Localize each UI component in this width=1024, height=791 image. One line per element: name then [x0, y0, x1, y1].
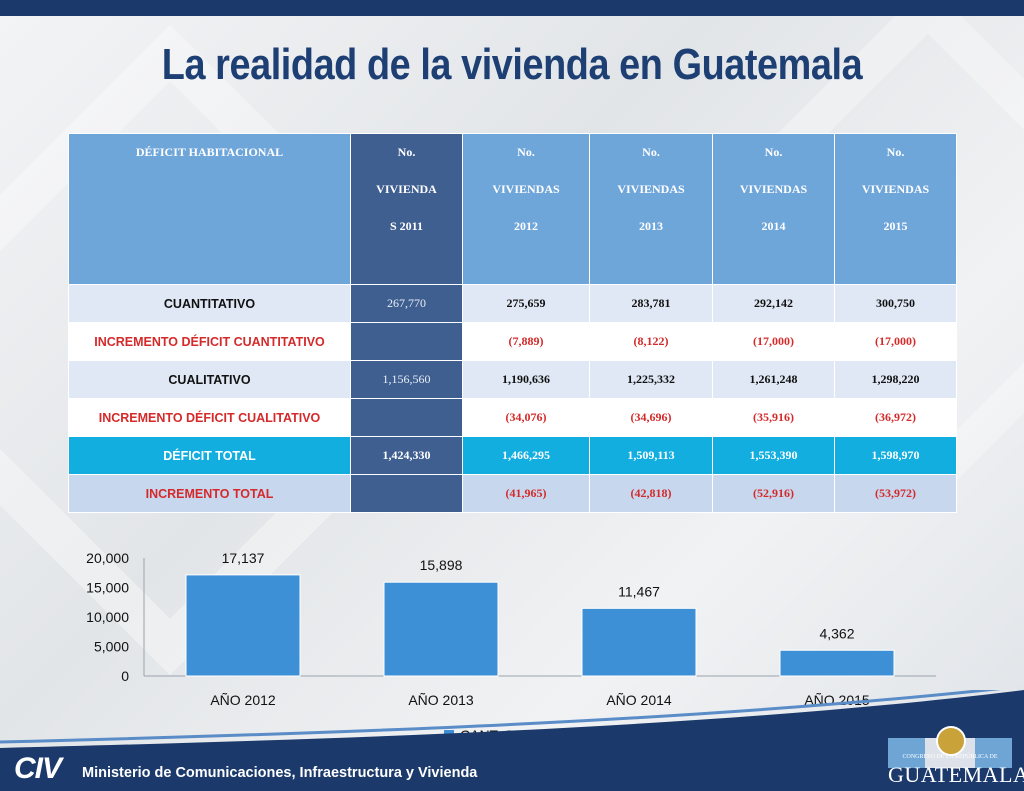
table-cell: (7,889): [462, 322, 590, 361]
header-line: S 2011: [389, 219, 423, 233]
top-bar: [0, 0, 1024, 16]
header-line: No.: [517, 145, 535, 159]
table-header-cell: DÉFICIT HABITACIONAL: [68, 133, 351, 285]
footer-bar: [0, 748, 1024, 791]
table-row: DÉFICIT TOTAL 1,424,330 1,466,295 1,509,113…: [68, 436, 957, 475]
table-row: INCREMENTO DÉFICIT CUANTITATIVO (7,889) (8…: [68, 322, 957, 361]
table-cell: [350, 322, 463, 361]
x-tick-label: AÑO 2012: [210, 692, 276, 708]
table-cell: (41,965): [462, 474, 590, 513]
table-header-cell: No. VIVIENDA S 2011: [350, 133, 463, 285]
bar: [383, 581, 499, 677]
table-cell: (35,916): [712, 398, 835, 437]
table-cell: 1,553,390: [712, 436, 835, 475]
row-label: DÉFICIT TOTAL: [68, 436, 351, 475]
header-line: 2012: [514, 219, 538, 233]
y-tick-label: 20,000: [86, 550, 129, 566]
table-cell: 300,750: [834, 284, 957, 323]
table-cell: (52,916): [712, 474, 835, 513]
table-cell: (53,972): [834, 474, 957, 513]
table-cell: (42,818): [589, 474, 713, 513]
table-cell: 1,509,113: [589, 436, 713, 475]
table-cell: 1,298,220: [834, 360, 957, 399]
table-cell: [350, 474, 463, 513]
table-cell: 267,770: [350, 284, 463, 323]
coat-of-arms-icon: [936, 726, 966, 756]
table-header-cell: No. VIVIENDAS 2014: [712, 133, 835, 285]
bar-data-label: 15,898: [420, 557, 463, 573]
x-tick-label: AÑO 2014: [606, 692, 672, 708]
table-cell: 1,424,330: [350, 436, 463, 475]
table-cell: 1,156,560: [350, 360, 463, 399]
y-tick-label: 5,000: [94, 639, 129, 655]
table-row: CUANTITATIVO 267,770 275,659 283,781 292,142…: [68, 284, 957, 323]
table-cell: (17,000): [834, 322, 957, 361]
y-tick-label: 15,000: [86, 580, 129, 596]
header-line: DÉFICIT HABITACIONAL: [135, 145, 284, 159]
table-row: INCREMENTO TOTAL (41,965) (42,818) (52,916)…: [68, 474, 957, 513]
header-line: VIVIENDAS: [739, 182, 808, 196]
page-title: La realidad de la vivienda en Guatemala: [161, 40, 863, 89]
header-line: VIVIENDA: [376, 182, 437, 196]
header-line: No.: [764, 145, 783, 159]
row-label: INCREMENTO DÉFICIT CUALITATIVO: [68, 398, 351, 437]
header-line: 2015: [883, 219, 908, 233]
bar: [185, 574, 301, 677]
table-cell: 1,190,636: [462, 360, 590, 399]
bar-data-label: 17,137: [222, 550, 265, 566]
table-cell: 1,598,970: [834, 436, 957, 475]
footer-swoosh: [0, 690, 1024, 760]
table-cell: (34,076): [462, 398, 590, 437]
row-label: INCREMENTO DÉFICIT CUANTITATIVO: [68, 322, 351, 361]
header-line: 2013: [639, 219, 663, 233]
y-tick-label: 0: [121, 668, 129, 684]
subsidios-bar-chart: 0 5,000 10,000 15,000 20,000 17,137 AÑO 2012 15…: [86, 550, 936, 743]
row-label: CUANTITATIVO: [68, 284, 351, 323]
table-cell: [350, 398, 463, 437]
bar-data-label: 4,362: [819, 625, 854, 641]
header-line: VIVIENDAS: [861, 182, 930, 196]
row-label: INCREMENTO TOTAL: [68, 474, 351, 513]
bar: [581, 607, 697, 677]
table-header-cell: No. VIVIENDAS 2013: [589, 133, 713, 285]
x-tick-label: AÑO 2013: [408, 692, 474, 708]
table-header-row: DÉFICIT HABITACIONAL No. VIVIENDA S 2011 No.…: [68, 133, 957, 285]
deficit-table: DÉFICIT HABITACIONAL No. VIVIENDA S 2011 No.…: [68, 133, 957, 513]
table-cell: 1,261,248: [712, 360, 835, 399]
header-line: No.: [642, 145, 660, 159]
table-cell: (34,696): [589, 398, 713, 437]
table-header-cell: No. VIVIENDAS 2015: [834, 133, 957, 285]
table-row: CUALITATIVO 1,156,560 1,190,636 1,225,332 1,…: [68, 360, 957, 399]
bar: [779, 649, 895, 677]
header-line: VIVIENDAS: [492, 182, 560, 196]
table-cell: (17,000): [712, 322, 835, 361]
table-cell: (8,122): [589, 322, 713, 361]
row-label: CUALITATIVO: [68, 360, 351, 399]
table-cell: 1,225,332: [589, 360, 713, 399]
table-cell: 283,781: [589, 284, 713, 323]
table-header-cell: No. VIVIENDAS 2012: [462, 133, 590, 285]
header-line: No.: [886, 145, 905, 159]
y-tick-label: 10,000: [86, 609, 129, 625]
ministry-name: Ministerio de Comunicaciones, Infraestru…: [82, 765, 478, 781]
header-line: 2014: [761, 219, 786, 233]
civ-logo: CIV: [14, 752, 62, 785]
guatemala-wordmark: GUATEMALA: [888, 762, 1024, 787]
congress-label: CONGRESO DE LA REPÚBLICA DE: [902, 754, 998, 760]
table-row: INCREMENTO DÉFICIT CUALITATIVO (34,076) (3…: [68, 398, 957, 437]
bar-data-label: 11,467: [618, 583, 660, 599]
guatemala-logo: CONGRESO DE LA REPÚBLICA DE GUATEMALA: [888, 724, 1024, 787]
header-line: No.: [397, 145, 416, 159]
table-cell: 1,466,295: [462, 436, 590, 475]
header-line: VIVIENDAS: [617, 182, 685, 196]
table-cell: 292,142: [712, 284, 835, 323]
table-cell: 275,659: [462, 284, 590, 323]
table-cell: (36,972): [834, 398, 957, 437]
